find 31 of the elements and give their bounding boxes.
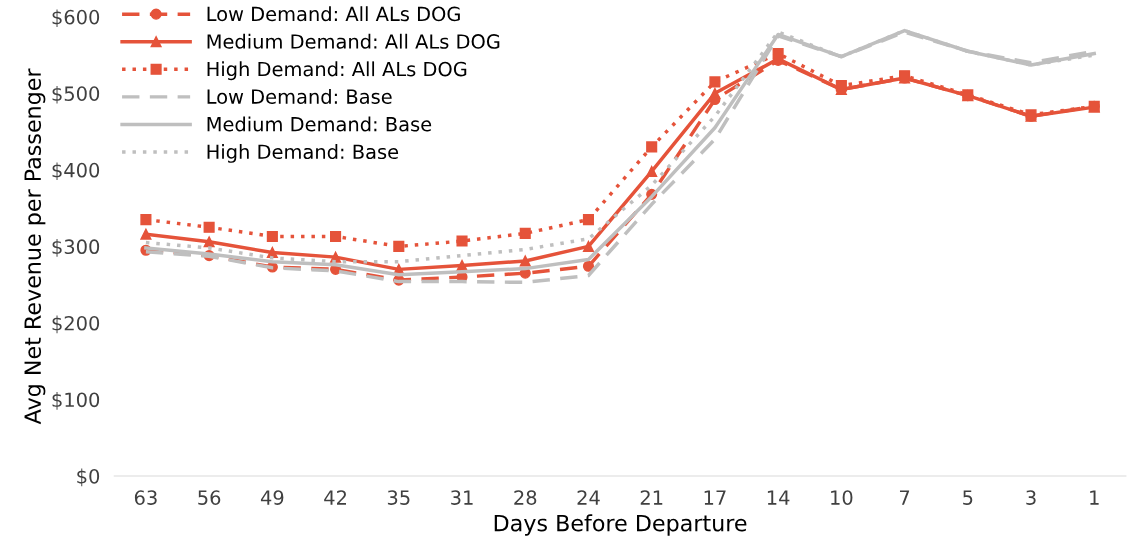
legend-label: Medium Demand: Base (207, 116, 432, 132)
legend-label: High Demand: All ALs DOG (207, 61, 467, 81)
x-tick-label: 24 (577, 490, 600, 505)
x-axis-title: Days Before Departure (494, 514, 747, 536)
x-tick-label: 17 (704, 490, 726, 505)
x-tick-label: 14 (767, 490, 790, 505)
x-tick-label: 63 (134, 490, 157, 505)
y-tick-label: $200 (52, 315, 100, 334)
x-tick-label: 56 (198, 490, 221, 505)
x-tick-label: 31 (451, 490, 473, 505)
x-tick-label: 42 (324, 490, 346, 505)
legend-label: High Demand: Base (207, 144, 399, 163)
y-tick-label: $400 (52, 162, 100, 181)
x-tick-label: 35 (387, 490, 410, 505)
x-tick-label: 49 (260, 490, 284, 505)
x-tick-label: 10 (831, 490, 853, 505)
legend-label: Medium Demand: All ALs DOG (207, 33, 500, 49)
x-tick-label: 3 (1026, 490, 1036, 505)
x-tick-label: 5 (963, 490, 973, 505)
y-tick-label: $0 (77, 468, 100, 487)
x-tick-label: 28 (514, 490, 537, 505)
y-tick-label: $600 (52, 9, 100, 28)
x-tick-label: 7 (899, 490, 910, 505)
legend-label: Low Demand: Base (207, 88, 392, 104)
y-tick-label: $100 (52, 392, 100, 410)
x-tick-label: 1 (1090, 490, 1099, 505)
y-tick-label: $500 (52, 85, 100, 104)
legend-label: Low Demand: All ALs DOG (207, 6, 460, 22)
x-tick-label: 21 (640, 490, 663, 505)
y-axis-title: Avg Net Revenue per Passenger (24, 68, 46, 425)
y-tick-label: $300 (52, 239, 100, 257)
